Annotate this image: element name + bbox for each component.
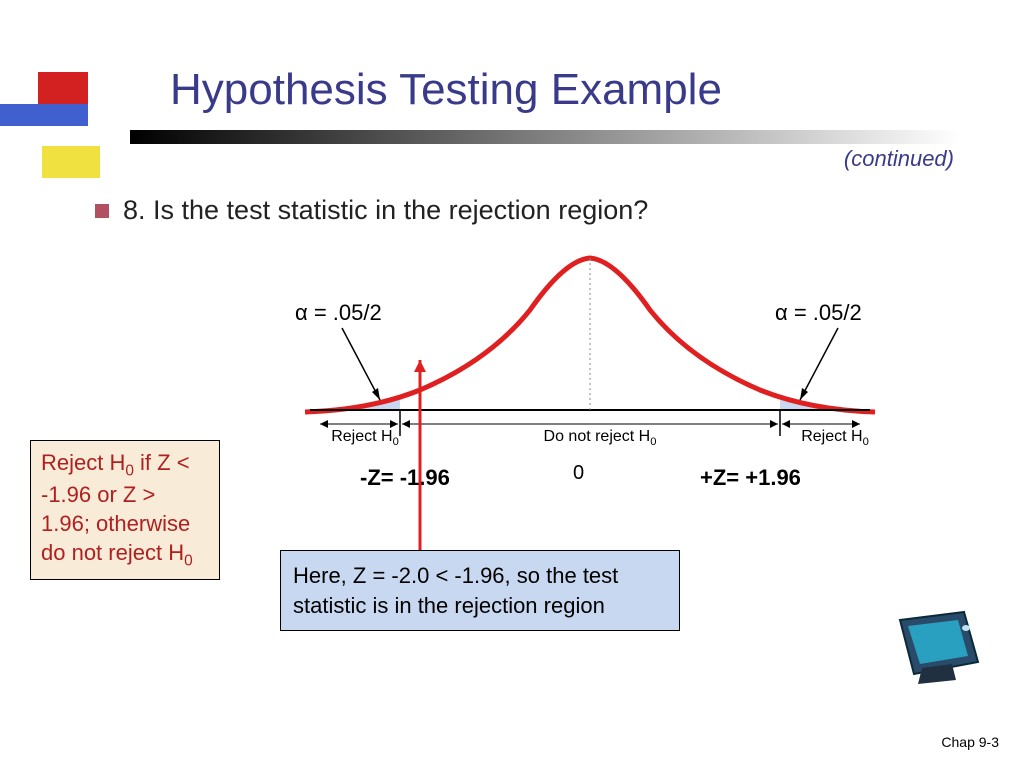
bullet-icon (95, 204, 109, 218)
monitor-icon (894, 608, 984, 688)
deco-blue-rect (0, 104, 88, 126)
page-title: Hypothesis Testing Example (170, 65, 722, 115)
alpha-right-label: α = .05/2 (775, 300, 862, 326)
deco-yellow-rect (42, 146, 100, 178)
title-gradient-bar (130, 130, 960, 144)
bullet-text: 8. Is the test statistic in the rejectio… (123, 195, 648, 226)
z-right-label: +Z= +1.96 (700, 465, 801, 491)
decision-rule-box: Reject H0 if Z < -1.96 or Z > 1.96; othe… (30, 440, 220, 580)
footer-chapter: Chap 9-3 (941, 734, 999, 750)
alpha-left-label: α = .05/2 (295, 300, 382, 326)
bullet-item: 8. Is the test statistic in the rejectio… (95, 195, 648, 226)
continued-label: (continued) (844, 146, 954, 172)
alpha-right-arrow (800, 328, 838, 400)
result-box: Here, Z = -2.0 < -1.96, so the test stat… (280, 550, 680, 631)
region-reject-right: Reject H0 (790, 425, 880, 451)
